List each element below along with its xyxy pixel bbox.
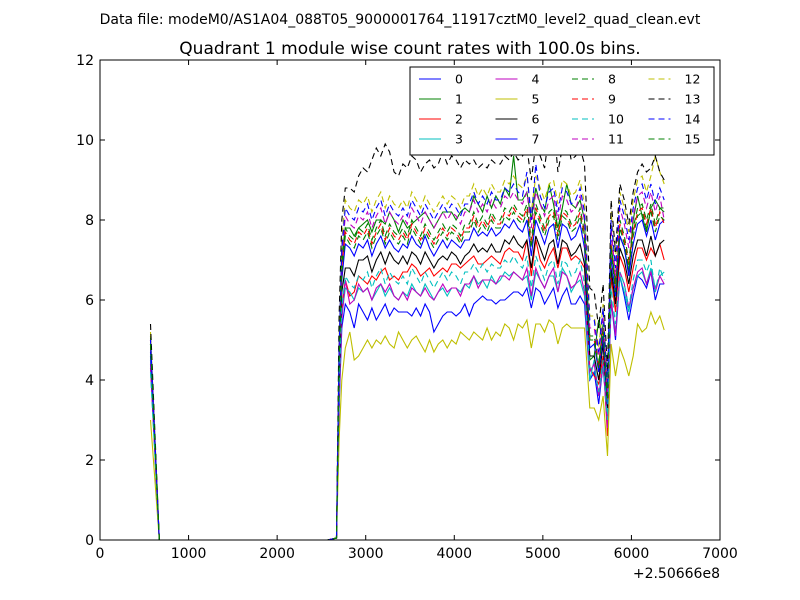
y-tick-label: 2 (85, 453, 94, 469)
series-line-10 (149, 254, 665, 540)
series-line-0 (149, 271, 665, 540)
legend-label-11: 11 (608, 132, 624, 147)
series-line-12 (149, 155, 665, 540)
legend-label-14: 14 (685, 112, 701, 127)
y-tick-label: 0 (85, 533, 94, 549)
y-tick-label: 6 (85, 293, 94, 309)
x-tick-label: 7000 (702, 546, 738, 562)
legend-label-13: 13 (685, 92, 701, 107)
y-tick-label: 12 (76, 53, 94, 69)
x-tick-label: 3000 (348, 546, 384, 562)
x-tick-label: 2000 (259, 546, 295, 562)
legend-label-3: 3 (455, 132, 463, 147)
series-line-15 (149, 210, 665, 540)
series-line-6 (149, 234, 665, 540)
series-line-13 (149, 119, 665, 540)
y-tick-label: 10 (76, 133, 94, 149)
x-tick-label: 6000 (614, 546, 650, 562)
legend-label-9: 9 (608, 92, 616, 107)
x-tick-label: 4000 (436, 546, 472, 562)
legend-label-10: 10 (608, 112, 624, 127)
legend-label-8: 8 (608, 72, 616, 87)
series-line-9 (149, 206, 665, 540)
series-line-2 (149, 239, 665, 540)
legend-label-12: 12 (685, 72, 701, 87)
legend-label-5: 5 (532, 92, 540, 107)
legend-label-7: 7 (532, 132, 540, 147)
legend-label-1: 1 (455, 92, 463, 107)
legend-label-0: 0 (455, 72, 463, 87)
legend-label-4: 4 (532, 72, 540, 87)
legend-label-6: 6 (532, 112, 540, 127)
legend-box (409, 66, 715, 156)
series-line-5 (149, 310, 665, 540)
series-line-14 (149, 163, 665, 540)
y-tick-label: 8 (85, 213, 94, 229)
x-tick-label: 0 (96, 546, 105, 562)
y-tick-label: 4 (85, 373, 94, 389)
x-axis-offset-label: +2.50666e8 (633, 566, 720, 582)
series-layer (149, 119, 665, 540)
chart-title: Quadrant 1 module wise count rates with … (179, 39, 640, 59)
series-line-4 (149, 265, 665, 540)
figure-suptitle: Data file: modeM0/AS1A04_088T05_90000017… (100, 12, 701, 28)
legend-label-2: 2 (455, 112, 463, 127)
x-tick-label: 5000 (525, 546, 561, 562)
series-line-7 (149, 218, 665, 540)
legend-label-15: 15 (685, 132, 701, 147)
x-tick-label: 1000 (171, 546, 207, 562)
